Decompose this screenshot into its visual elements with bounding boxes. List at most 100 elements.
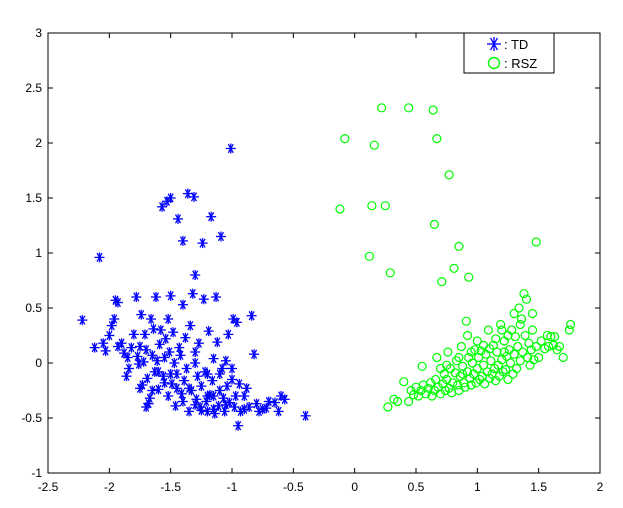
data-point-td [180, 332, 191, 343]
data-point-rsz [513, 341, 523, 352]
data-point-td [157, 201, 168, 212]
data-point-td [169, 358, 180, 368]
data-point-td [229, 402, 240, 412]
data-point-rsz [499, 347, 509, 357]
data-point-td [177, 396, 188, 407]
data-point-td [112, 297, 123, 308]
data-point-rsz [437, 277, 447, 287]
y-tick-label: 3 [35, 26, 42, 40]
data-point-td [123, 363, 134, 374]
data-point-rsz [480, 379, 490, 389]
data-point-td [147, 350, 158, 361]
legend-label: : TD [504, 37, 528, 52]
x-tick-label: -2.5 [38, 480, 59, 494]
data-point-td [202, 369, 213, 379]
legend-label: : RSZ [504, 56, 537, 71]
data-point-rsz [534, 352, 544, 363]
data-point-td [177, 235, 188, 246]
data-point-td [300, 410, 311, 421]
data-point-td [222, 381, 233, 392]
data-point-rsz [456, 341, 466, 352]
data-point-td [150, 292, 161, 302]
data-point-td [139, 329, 150, 340]
data-point-rsz [442, 360, 452, 370]
data-point-td [148, 323, 159, 334]
data-point-rsz [483, 325, 493, 335]
data-point-td [98, 338, 109, 349]
data-point-rsz [482, 367, 492, 377]
data-point-rsz [461, 316, 471, 326]
data-point-td [141, 344, 152, 355]
y-axis: -1 -0.5 0 0.5 1 1.5 2 2.5 3 [21, 26, 600, 480]
data-point-rsz [531, 341, 541, 352]
data-point-td [131, 292, 142, 302]
data-point-td [171, 383, 182, 394]
data-point-td [227, 363, 237, 374]
data-point-rsz [536, 336, 546, 346]
y-tick-label: 1.5 [25, 191, 42, 205]
data-point-td [207, 375, 218, 386]
data-point-rsz [496, 319, 506, 330]
data-point-rsz [542, 330, 552, 341]
data-point-td [153, 384, 164, 395]
data-point-rsz [505, 358, 516, 368]
y-tick-label: 2.5 [25, 81, 42, 95]
data-point-rsz [520, 330, 530, 341]
data-point-td [198, 294, 209, 305]
data-point-td [152, 355, 163, 366]
data-point-td [249, 349, 260, 360]
data-point-rsz [432, 134, 442, 144]
data-point-rsz [509, 349, 519, 359]
data-point-td [122, 352, 133, 363]
data-point-rsz [511, 363, 522, 374]
data-point-td [179, 375, 190, 386]
data-point-td [214, 385, 225, 396]
x-tick-label: -1 [227, 480, 238, 494]
legend-box [463, 32, 555, 74]
data-point-rsz [462, 330, 473, 341]
data-point-td [168, 327, 179, 338]
data-point-rsz [393, 396, 403, 407]
x-tick-label: 0 [351, 480, 358, 494]
data-point-td [190, 270, 201, 280]
data-point-rsz [426, 378, 436, 388]
data-point-rsz [444, 170, 454, 180]
data-point-td [220, 399, 231, 410]
x-tick-label: 1 [474, 480, 481, 494]
data-point-td [235, 406, 246, 417]
data-point-td [233, 420, 244, 431]
data-point-td [196, 405, 207, 416]
plot-frame [47, 32, 601, 474]
data-point-td [165, 193, 176, 203]
data-point-td [154, 339, 165, 350]
data-point-rsz [485, 373, 495, 383]
data-point-td [239, 391, 250, 401]
data-point-td [231, 317, 242, 328]
data-point-rsz [524, 338, 534, 348]
data-point-td [144, 393, 155, 404]
data-point-rsz [399, 377, 409, 387]
data-point-td [128, 329, 139, 340]
data-point-rsz [421, 389, 431, 399]
data-point-rsz [514, 303, 524, 313]
data-point-td [166, 378, 177, 389]
data-point-td [100, 345, 111, 356]
data-point-rsz [364, 251, 374, 261]
x-tick-label: -0.5 [283, 480, 304, 494]
data-point-td [230, 391, 241, 401]
x-tick-label: -2 [104, 480, 115, 494]
data-point-td [190, 347, 201, 357]
data-point-td [263, 396, 274, 407]
data-point-td [251, 398, 262, 409]
data-point-td [121, 371, 132, 382]
data-point-td [208, 353, 219, 364]
data-point-td [135, 341, 145, 352]
data-point-rsz [486, 356, 496, 366]
y-tick-label: 1 [35, 246, 42, 260]
data-point-rsz [449, 263, 459, 273]
x-tick-label: 0.5 [408, 480, 425, 494]
data-point-rsz [529, 355, 539, 365]
data-point-rsz [428, 105, 438, 115]
y-tick-label: 0 [35, 356, 42, 370]
data-point-rsz [565, 319, 576, 330]
